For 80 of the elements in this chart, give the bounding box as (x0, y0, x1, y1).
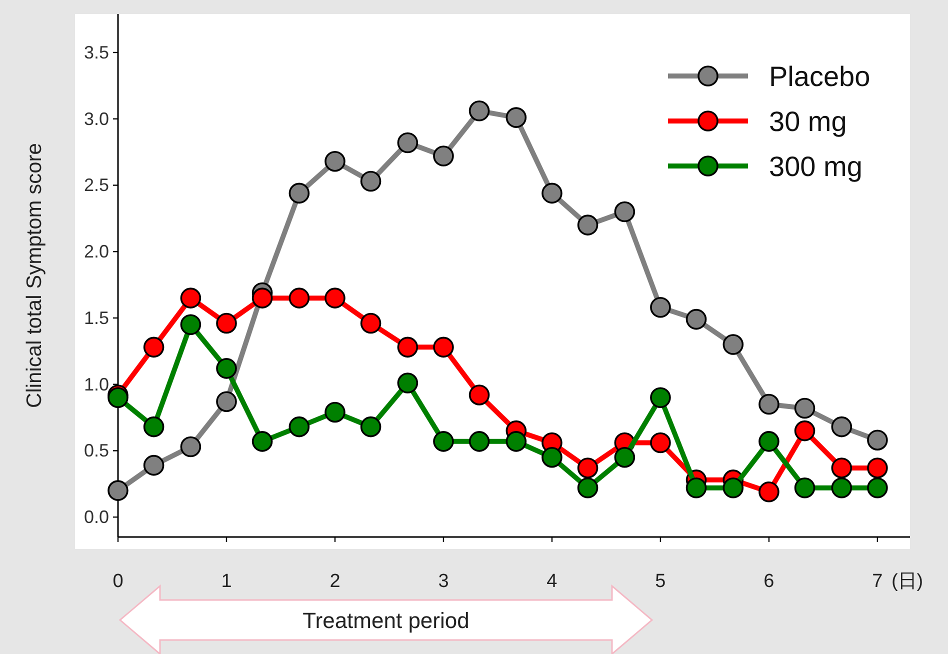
point (143, 336, 164, 358)
point (433, 336, 454, 358)
point (867, 477, 888, 498)
point (722, 334, 744, 355)
point (468, 100, 490, 122)
point (758, 481, 780, 502)
point (143, 454, 164, 476)
point (108, 480, 128, 501)
point (180, 436, 202, 458)
point (577, 458, 598, 478)
point (360, 416, 382, 438)
y-tick-label: 0.0 (84, 507, 109, 528)
x-tick-label: 6 (764, 571, 774, 592)
point (577, 214, 598, 236)
y-tick-label: 1.0 (84, 374, 109, 394)
point (252, 288, 273, 308)
point (794, 420, 816, 442)
point (722, 477, 744, 498)
point (794, 477, 816, 498)
point (650, 296, 671, 318)
point (831, 416, 852, 438)
y-tick-label: 0.5 (84, 440, 109, 461)
point (216, 358, 237, 379)
y-tick-label: 3.5 (84, 42, 109, 62)
point (542, 446, 562, 468)
legend-label: 30 mg (769, 106, 847, 137)
y-tick-label: 1.5 (84, 308, 109, 328)
text: Treatment period (302, 608, 470, 633)
point (288, 182, 310, 204)
point (288, 416, 310, 438)
point (180, 314, 202, 336)
x-axis-title: (日) (891, 571, 924, 592)
point (831, 458, 852, 478)
point (216, 391, 237, 412)
point (650, 432, 671, 454)
point (433, 431, 454, 452)
point (397, 132, 418, 154)
y-tick-label: 2.5 (84, 175, 109, 196)
point (758, 431, 780, 452)
point (360, 312, 382, 334)
point (180, 288, 202, 308)
point (794, 398, 816, 419)
point (686, 308, 707, 330)
legend-label: 300 mg (769, 151, 862, 182)
point (831, 477, 852, 498)
point (614, 201, 636, 222)
x-tick-label: 0 (112, 571, 124, 592)
point (397, 336, 418, 358)
x-tick-label: 7 (872, 571, 883, 592)
point (542, 182, 562, 204)
point (288, 288, 310, 308)
point (252, 431, 273, 452)
point (686, 477, 707, 498)
y-tick-label: 3.0 (84, 108, 109, 129)
point (143, 416, 164, 438)
point (324, 288, 346, 308)
x-tick-label: 5 (655, 571, 666, 592)
point (650, 387, 671, 408)
x-tick-label: 3 (438, 571, 449, 592)
point (397, 372, 418, 394)
x-tick-label: 1 (221, 571, 232, 592)
point (360, 170, 382, 192)
point (324, 402, 346, 423)
point (758, 394, 780, 415)
point (468, 431, 490, 452)
point (216, 312, 237, 334)
point (867, 430, 888, 450)
point (577, 477, 598, 498)
point (433, 146, 454, 166)
x-tick-label: 2 (330, 571, 340, 592)
point (506, 107, 527, 128)
y-axis-title: Clinical total Symptom score (23, 143, 46, 408)
point (867, 458, 888, 478)
y-tick-label: 2.0 (84, 242, 109, 262)
point (506, 431, 527, 452)
point (614, 446, 636, 468)
x-tick-label: 4 (546, 571, 558, 592)
legend-label: Placebo (769, 61, 870, 92)
point (468, 384, 490, 406)
point (324, 150, 346, 172)
